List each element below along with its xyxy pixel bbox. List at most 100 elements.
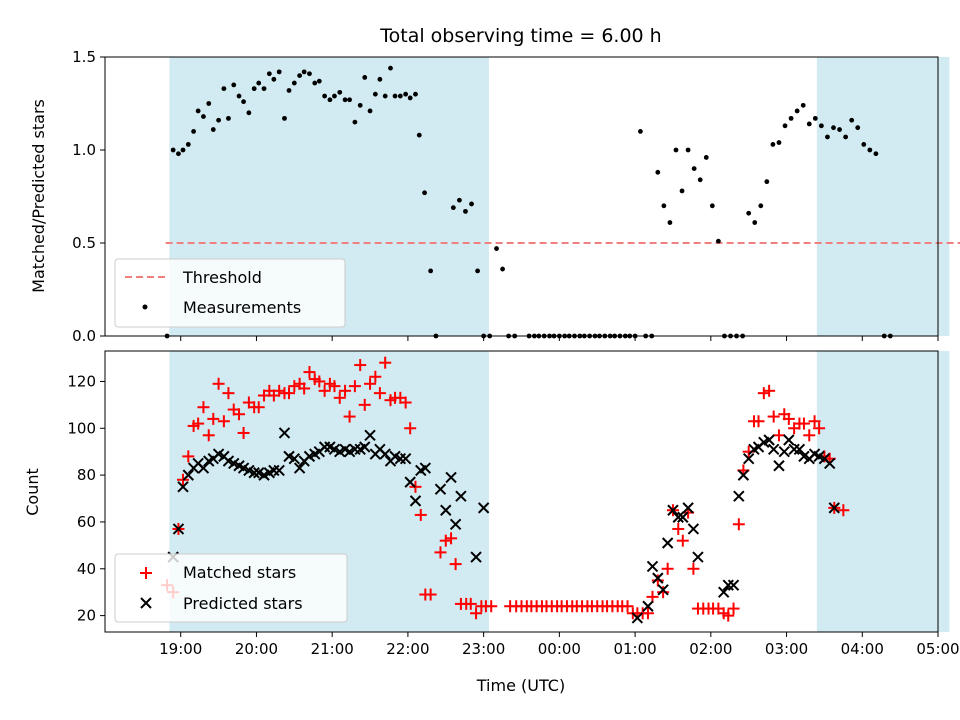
measurements-point [221,86,227,92]
counts-panel: 19:00 20:00 21:00 22:00 23:00 00:00 01:00 02:00… [23,350,960,695]
predicted-stars-point [667,504,679,516]
measurements-point [806,121,812,127]
predicted-stars-point [727,579,740,591]
measurements-point [342,97,348,103]
measurements-point [210,127,216,132]
measurements-point [206,101,212,106]
matched-stars-point [485,600,498,613]
matched-stars-point [464,597,477,610]
chart-title: Total observing time = 6.00 h [379,25,661,47]
predicted-stars-point [440,504,452,516]
measurements-point [246,110,252,116]
measurements-point [176,151,181,157]
bottom-x-ticks: 19:00 20:00 21:00 22:00 23:00 00:00 01:00 02:00… [159,632,960,658]
x-tick-label: 21:00 [311,640,354,658]
measurements-point [367,108,373,114]
matched-stars-point [192,417,205,430]
measurements-point [416,132,422,138]
matched-stars-point [354,359,367,372]
bottom-legend-box [114,553,348,623]
predicted-stars-point [677,511,689,523]
matched-stars-point [339,384,352,397]
predicted-stars-point [172,523,185,535]
measurements-point [231,82,237,88]
matched-stars-point [182,450,195,463]
matched-stars-point [237,426,250,439]
y-tick-label: 80 [77,466,96,484]
measurements-point [794,108,800,114]
measurements-point [191,129,197,134]
matched-legend-marker [140,567,152,579]
predicted-stars-point [379,448,391,460]
predicted-stars-point [455,490,467,502]
predicted-stars-point [399,453,412,465]
matched-stars-point [328,380,341,393]
predicted-stars-point [672,511,684,523]
measurements-point [413,91,418,97]
measurements-point [372,91,378,97]
matched-stars-point [358,398,371,411]
measurements-point [873,151,879,157]
measurements-point [825,134,830,140]
measurements-point [450,205,456,211]
matched-stars-point [657,586,670,599]
predicted-stars-point [828,502,840,514]
measurements-point [673,147,679,153]
measurements-point [216,117,221,123]
shaded-interval-2 [816,57,950,336]
predicted-stars-point [642,600,654,612]
measurements-point [709,203,715,209]
predicted-stars-point [409,495,422,507]
measurements-point [667,220,673,225]
matched-stars-point [252,401,265,414]
predicted-stars-point [177,481,189,493]
measurements-point [637,129,643,134]
matched-stars-point [343,410,356,423]
predicted-stars-point [733,490,745,502]
measurements-point [236,93,242,99]
measurements-point [301,69,307,75]
measurements-legend-marker [142,304,148,310]
matched-stars-point [767,410,780,423]
measurements-point [352,119,358,125]
predicted-stars-point [434,483,447,495]
x-tick-label: 04:00 [841,640,884,658]
measurements-point [251,86,257,92]
measurements-point [679,188,685,194]
bottom-y-ticks: 20 40 60 80 100 120 [67,372,105,625]
matched-stars-point [313,375,326,388]
matched-stars-point [470,607,483,620]
x-tick-label: 05:00 [916,640,959,658]
matched-stars-point [273,384,286,397]
matched-stars-point [803,429,816,442]
predicted-stars-point [763,434,775,446]
predicted-stars-point [737,469,750,481]
top-y-axis-label: Matched/Predicted stars [29,99,48,293]
predicted-stars-point [778,445,790,458]
matched-stars-point [621,600,634,613]
matched-stars-point [687,562,700,575]
measurements-point [831,125,836,131]
measurements-point [170,147,176,153]
matched-stars-point [202,429,215,442]
measurements-point [266,71,272,77]
measurements-point [782,123,788,129]
measurements-point [392,93,398,99]
matched-stars-point [212,377,225,390]
predicted-stars-point [293,462,306,474]
y-tick-label: 60 [77,513,96,531]
predicted-stars-point [404,476,416,488]
predicted-stars-point [273,464,285,477]
matched-stars-point [364,377,377,390]
predicted-stars-point [182,469,195,481]
matched-stars-point [661,562,674,575]
y-tick-label: 20 [77,607,96,625]
matched-stars-point [813,422,826,435]
predicted-stars-point [364,429,376,442]
matched-stars-point [283,387,296,400]
predicted-stars-point [197,462,210,474]
bottom-legend: Matched stars Predicted stars [114,553,348,623]
measurements-point [776,140,782,145]
measurements-point [241,99,246,105]
measurements-point [307,71,312,77]
